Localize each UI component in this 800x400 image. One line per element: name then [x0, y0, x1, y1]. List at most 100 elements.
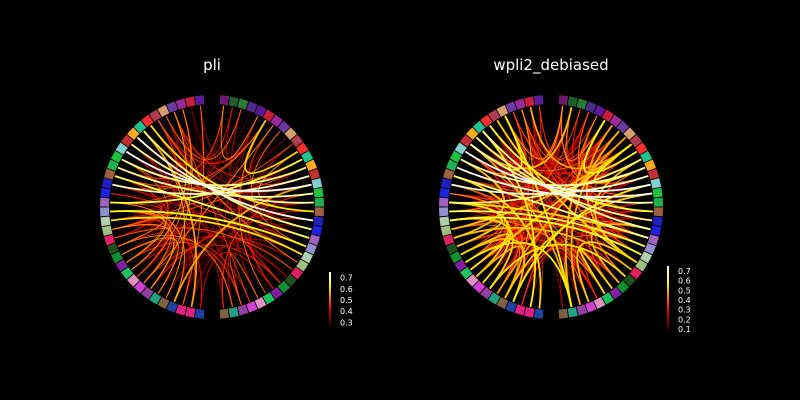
node-arc: [314, 197, 324, 207]
node-arc: [104, 234, 116, 246]
connection-edge: [570, 130, 620, 305]
connection-edge: [583, 119, 638, 175]
node-arc: [488, 292, 501, 305]
node-arc: [101, 178, 113, 189]
node-arc: [567, 96, 578, 108]
node-arc: [650, 225, 662, 236]
connection-edge: [244, 119, 299, 175]
connection-edge: [165, 109, 242, 161]
node-arc: [439, 197, 449, 207]
node-arc: [524, 306, 535, 318]
node-arc: [567, 306, 578, 318]
node-arc: [120, 267, 134, 280]
connection-edge: [121, 158, 307, 187]
node-arc: [623, 127, 636, 140]
node-arc: [558, 95, 569, 106]
connection-edge: [489, 124, 653, 213]
node-arc: [652, 216, 663, 227]
node-arc: [100, 197, 110, 207]
node-arc: [296, 142, 309, 155]
connection-edge: [449, 201, 512, 284]
node-arc: [609, 286, 622, 300]
connection-edge: [496, 119, 638, 264]
connection-edge: [482, 130, 537, 308]
connection-edge: [464, 150, 651, 192]
node-arc: [270, 114, 283, 128]
node-arc: [488, 109, 501, 122]
connection-edge: [465, 151, 606, 294]
node-arc: [558, 308, 569, 319]
panel-title-pli: pli: [203, 56, 221, 74]
node-arc: [616, 120, 630, 134]
node-arc: [635, 259, 648, 272]
node-arc: [305, 159, 317, 171]
colorbar-tick-label: 0.4: [678, 296, 691, 305]
node-arc: [127, 127, 140, 140]
node-arc: [576, 304, 588, 316]
node-arc: [219, 95, 230, 106]
connection-edge: [565, 106, 606, 162]
colorbar: [329, 272, 331, 328]
node-arc: [313, 187, 324, 198]
node-arc: [439, 207, 449, 217]
connection-edge: [470, 143, 653, 204]
circle-panel-pli: 0.7 0.6 0.5 0.4 0.3: [100, 95, 353, 328]
node-arc: [449, 251, 462, 264]
connection-edge: [229, 109, 259, 299]
connection-edge: [121, 158, 169, 263]
edge-group: [449, 105, 653, 309]
node-arc: [647, 168, 659, 180]
node-arc: [110, 251, 123, 264]
connection-edge: [150, 125, 281, 284]
node-arc: [653, 207, 663, 217]
connection-edge: [504, 105, 564, 160]
node-ring: [439, 95, 663, 319]
node-arc: [254, 297, 267, 309]
node-arc: [629, 267, 643, 280]
connection-edge: [456, 166, 653, 198]
connection-edge: [125, 150, 312, 192]
node-arc: [439, 216, 450, 227]
connection-edge: [449, 216, 642, 256]
connection-edge: [112, 143, 293, 230]
node-arc: [246, 301, 258, 313]
node-arc: [449, 150, 462, 163]
node-ring: [100, 95, 324, 319]
node-arc: [141, 114, 154, 128]
connection-edge: [126, 241, 242, 305]
node-arc: [505, 101, 517, 113]
node-arc: [472, 280, 486, 294]
node-arc: [166, 101, 178, 113]
connection-edge: [504, 115, 613, 165]
node-arc: [472, 120, 486, 134]
colorbar-tick-label: 0.7: [340, 274, 353, 283]
connection-edge: [131, 143, 314, 204]
node-arc: [246, 101, 258, 113]
node-arc: [107, 243, 119, 255]
connection-edge: [112, 224, 175, 289]
connection-edge: [110, 201, 185, 302]
colorbar: [667, 266, 669, 334]
connection-edge: [117, 234, 233, 308]
node-arc: [157, 105, 170, 117]
connection-edge: [182, 105, 205, 305]
panel-title-wpli2-debiased: wpli2_debiased: [493, 56, 609, 74]
node-arc: [104, 168, 116, 180]
node-arc: [284, 127, 297, 140]
node-arc: [301, 251, 314, 264]
node-arc: [313, 216, 324, 227]
connection-edge: [110, 210, 307, 248]
node-arc: [133, 120, 147, 134]
node-arc: [284, 274, 297, 287]
node-arc: [296, 259, 309, 272]
edge-group: [110, 105, 314, 309]
connection-edge: [496, 136, 627, 295]
node-arc: [585, 301, 597, 313]
node-arc: [305, 243, 317, 255]
colorbar-tick-label: 0.2: [678, 315, 691, 324]
node-arc: [175, 304, 187, 316]
node-arc: [496, 297, 509, 309]
node-arc: [311, 178, 323, 189]
colorbar-tick-label: 0.5: [678, 286, 691, 295]
